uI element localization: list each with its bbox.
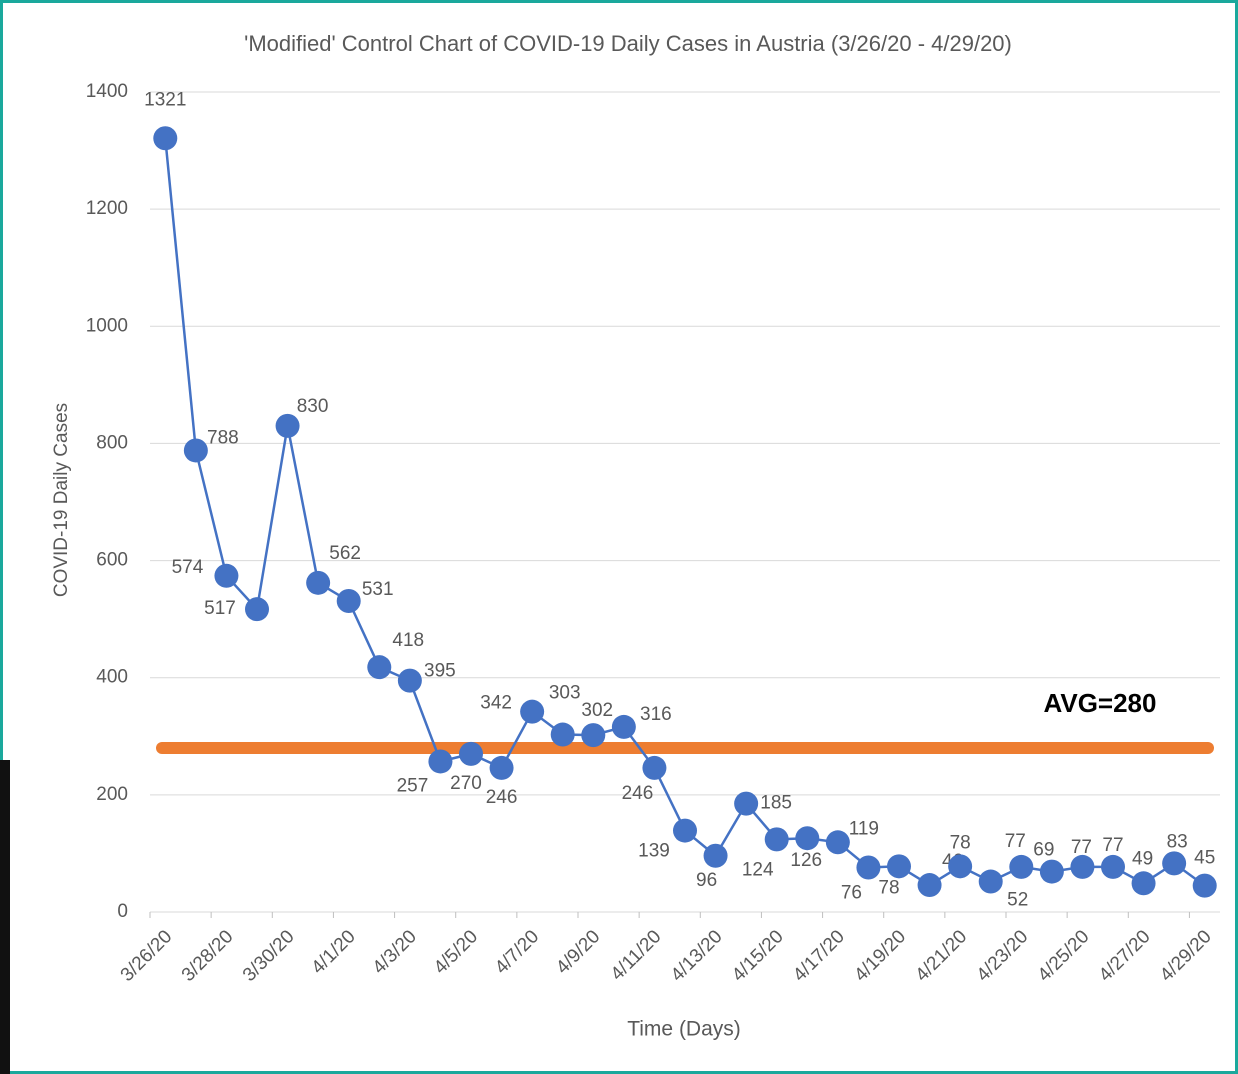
data-point (978, 869, 1003, 894)
data-point (734, 791, 759, 816)
data-point (673, 818, 697, 843)
data-label: 270 (450, 773, 482, 794)
data-point (1192, 873, 1217, 898)
data-label: 76 (841, 883, 862, 904)
data-label: 69 (1033, 840, 1054, 861)
data-point (887, 854, 911, 879)
data-label: 562 (329, 543, 361, 564)
data-label: 77 (1005, 831, 1026, 852)
data-point (183, 438, 208, 463)
data-point (581, 723, 606, 748)
data-point (367, 655, 392, 680)
data-point (825, 830, 850, 855)
data-label: 531 (362, 579, 394, 600)
data-point (856, 855, 881, 880)
data-label: 124 (742, 859, 774, 880)
data-label: 1321 (144, 89, 186, 110)
data-label: 302 (581, 700, 613, 721)
y-tick-label: 0 (117, 901, 128, 922)
data-label: 126 (790, 850, 822, 871)
data-label: 83 (1167, 831, 1188, 852)
data-point (214, 563, 239, 588)
data-point (153, 126, 178, 151)
data-point (306, 570, 331, 595)
data-point (795, 826, 820, 851)
data-label: 78 (950, 832, 971, 853)
y-tick-label: 200 (96, 784, 128, 805)
chart-title: 'Modified' Control Chart of COVID-19 Dai… (244, 31, 1012, 56)
data-point (1009, 854, 1034, 879)
data-point (1162, 851, 1187, 876)
frame-edge (0, 760, 10, 1074)
y-axis-label: COVID-19 Daily Cases (51, 403, 72, 597)
data-label: 52 (1007, 890, 1028, 911)
data-point (550, 722, 575, 747)
data-label: 139 (638, 841, 670, 862)
data-label: 395 (424, 661, 456, 682)
data-point (245, 597, 269, 622)
y-tick-label: 600 (96, 550, 128, 571)
data-label: 830 (297, 396, 329, 417)
data-label: 418 (392, 630, 424, 651)
data-label: 49 (1132, 848, 1153, 869)
data-point (1070, 854, 1095, 879)
data-label: 77 (1102, 835, 1123, 856)
data-label: 303 (549, 683, 581, 704)
y-tick-label: 1400 (86, 81, 128, 102)
data-point (703, 843, 728, 868)
y-tick-label: 400 (96, 667, 128, 688)
y-tick-label: 800 (96, 432, 128, 453)
data-point (642, 755, 667, 780)
data-label: 517 (204, 598, 236, 619)
data-point (948, 854, 973, 879)
data-point (489, 755, 514, 780)
data-label: 246 (486, 787, 518, 808)
data-point (611, 714, 636, 739)
data-label: 78 (878, 877, 899, 898)
data-label: 96 (696, 870, 717, 891)
data-point (520, 699, 545, 724)
data-point (428, 749, 453, 774)
data-label: 246 (622, 783, 654, 804)
y-tick-label: 1000 (86, 315, 128, 336)
x-axis-label: Time (Days) (627, 1018, 741, 1041)
data-point (336, 588, 361, 613)
data-label: 574 (172, 557, 204, 578)
data-label: 77 (1071, 837, 1092, 858)
data-point (1131, 871, 1156, 896)
data-label: 316 (640, 704, 672, 725)
data-point (917, 873, 942, 898)
y-tick-label: 1200 (86, 198, 128, 219)
data-point (275, 413, 300, 438)
data-label: 342 (480, 693, 512, 714)
data-point (459, 741, 483, 766)
data-label: 257 (397, 775, 429, 796)
average-label: AVG=280 (1044, 688, 1157, 718)
data-point (1101, 854, 1125, 879)
data-label: 45 (1194, 848, 1215, 869)
data-point (397, 668, 422, 693)
data-label: 788 (207, 427, 239, 448)
data-label: 119 (849, 818, 879, 839)
data-point (764, 827, 789, 852)
data-label: 185 (760, 793, 792, 814)
data-point (1039, 859, 1064, 884)
